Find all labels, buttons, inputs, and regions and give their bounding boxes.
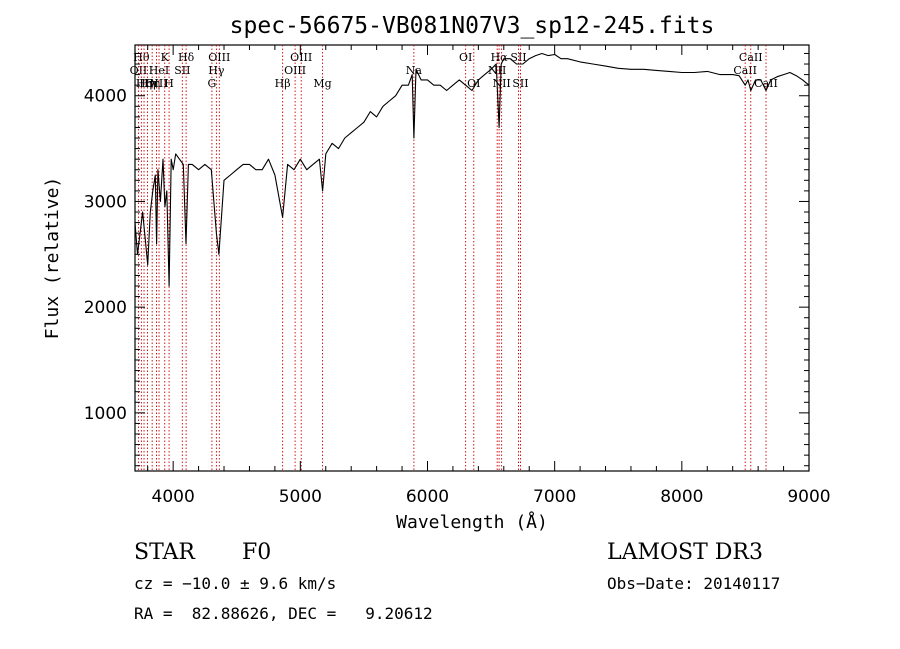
marker-label-11: G [208, 77, 217, 90]
subclass: F0 [242, 540, 272, 565]
marker-label-1: Hθ [133, 51, 150, 64]
plot-frame [134, 44, 810, 472]
x-tick-label-2: 6000 [406, 487, 449, 507]
y-axis-label: Flux (relative) [42, 177, 63, 340]
marker-label-13: OIII [208, 51, 230, 64]
spectrum-series-0 [134, 52, 810, 287]
marker-label-23: NII [492, 77, 510, 90]
marker-label-22: Hα [491, 51, 509, 64]
marker-label-7: K [161, 51, 170, 64]
marker-label-6: HeI [149, 64, 169, 77]
marker-label-20: OI [467, 77, 480, 90]
x-tick-label-0: 4000 [152, 487, 195, 507]
y-tick-label-3: 4000 [84, 87, 127, 107]
marker-label-2: Hη [136, 77, 152, 90]
marker-label-16: OIII [290, 51, 312, 64]
survey-name: LAMOST DR3 [607, 540, 763, 565]
x-tick-label-4: 8000 [660, 487, 703, 507]
marker-label-19: OI [459, 51, 472, 64]
marker-label-15: OIII [284, 64, 306, 77]
marker-label-27: CaII [739, 51, 763, 64]
marker-label-25: SII [512, 77, 528, 90]
marker-label-9: SII [174, 64, 190, 77]
line-markers: OIIHθHηHηHηOIIIHeIKHSIIHδGHγOIIIHβOIIIOI… [130, 45, 778, 471]
y-tick-label-0: 1000 [84, 404, 127, 424]
marker-label-5: OIII [145, 77, 167, 90]
series-layer [134, 52, 810, 287]
y-tick-label-1: 2000 [84, 298, 127, 318]
x-axis-label: Wavelength (Å) [396, 511, 548, 533]
marker-label-10: Hδ [178, 51, 195, 64]
obs-date: Obs−Date: 20140117 [607, 574, 781, 593]
marker-label-24: SII [510, 51, 526, 64]
x-tick-label-5: 9000 [787, 487, 830, 507]
marker-label-8: H [164, 77, 174, 90]
x-tick-label-1: 5000 [279, 487, 322, 507]
chart-title: spec-56675-VB081N07V3_sp12-245.fits [230, 13, 715, 39]
marker-label-3: Hη [139, 77, 155, 90]
axis-ticks: 4000 5000 6000 7000 8000 9000 1000 2000 3000 4000 [84, 45, 831, 507]
object-class: STAR [134, 540, 195, 565]
y-tick-label-2: 3000 [84, 192, 127, 212]
marker-label-28: CaII [754, 77, 778, 90]
marker-label-14: Hβ [275, 77, 291, 90]
x-tick-label-3: 7000 [533, 487, 576, 507]
marker-label-12: Hγ [208, 64, 225, 77]
marker-label-17: Mg [313, 77, 331, 90]
marker-label-18: Na [406, 64, 423, 77]
marker-label-0: OII [130, 64, 148, 77]
coordinates: RA = 82.88626, DEC = 9.20612 [134, 604, 433, 623]
redshift-cz: cz = −10.0 ± 9.6 km/s [134, 574, 337, 593]
